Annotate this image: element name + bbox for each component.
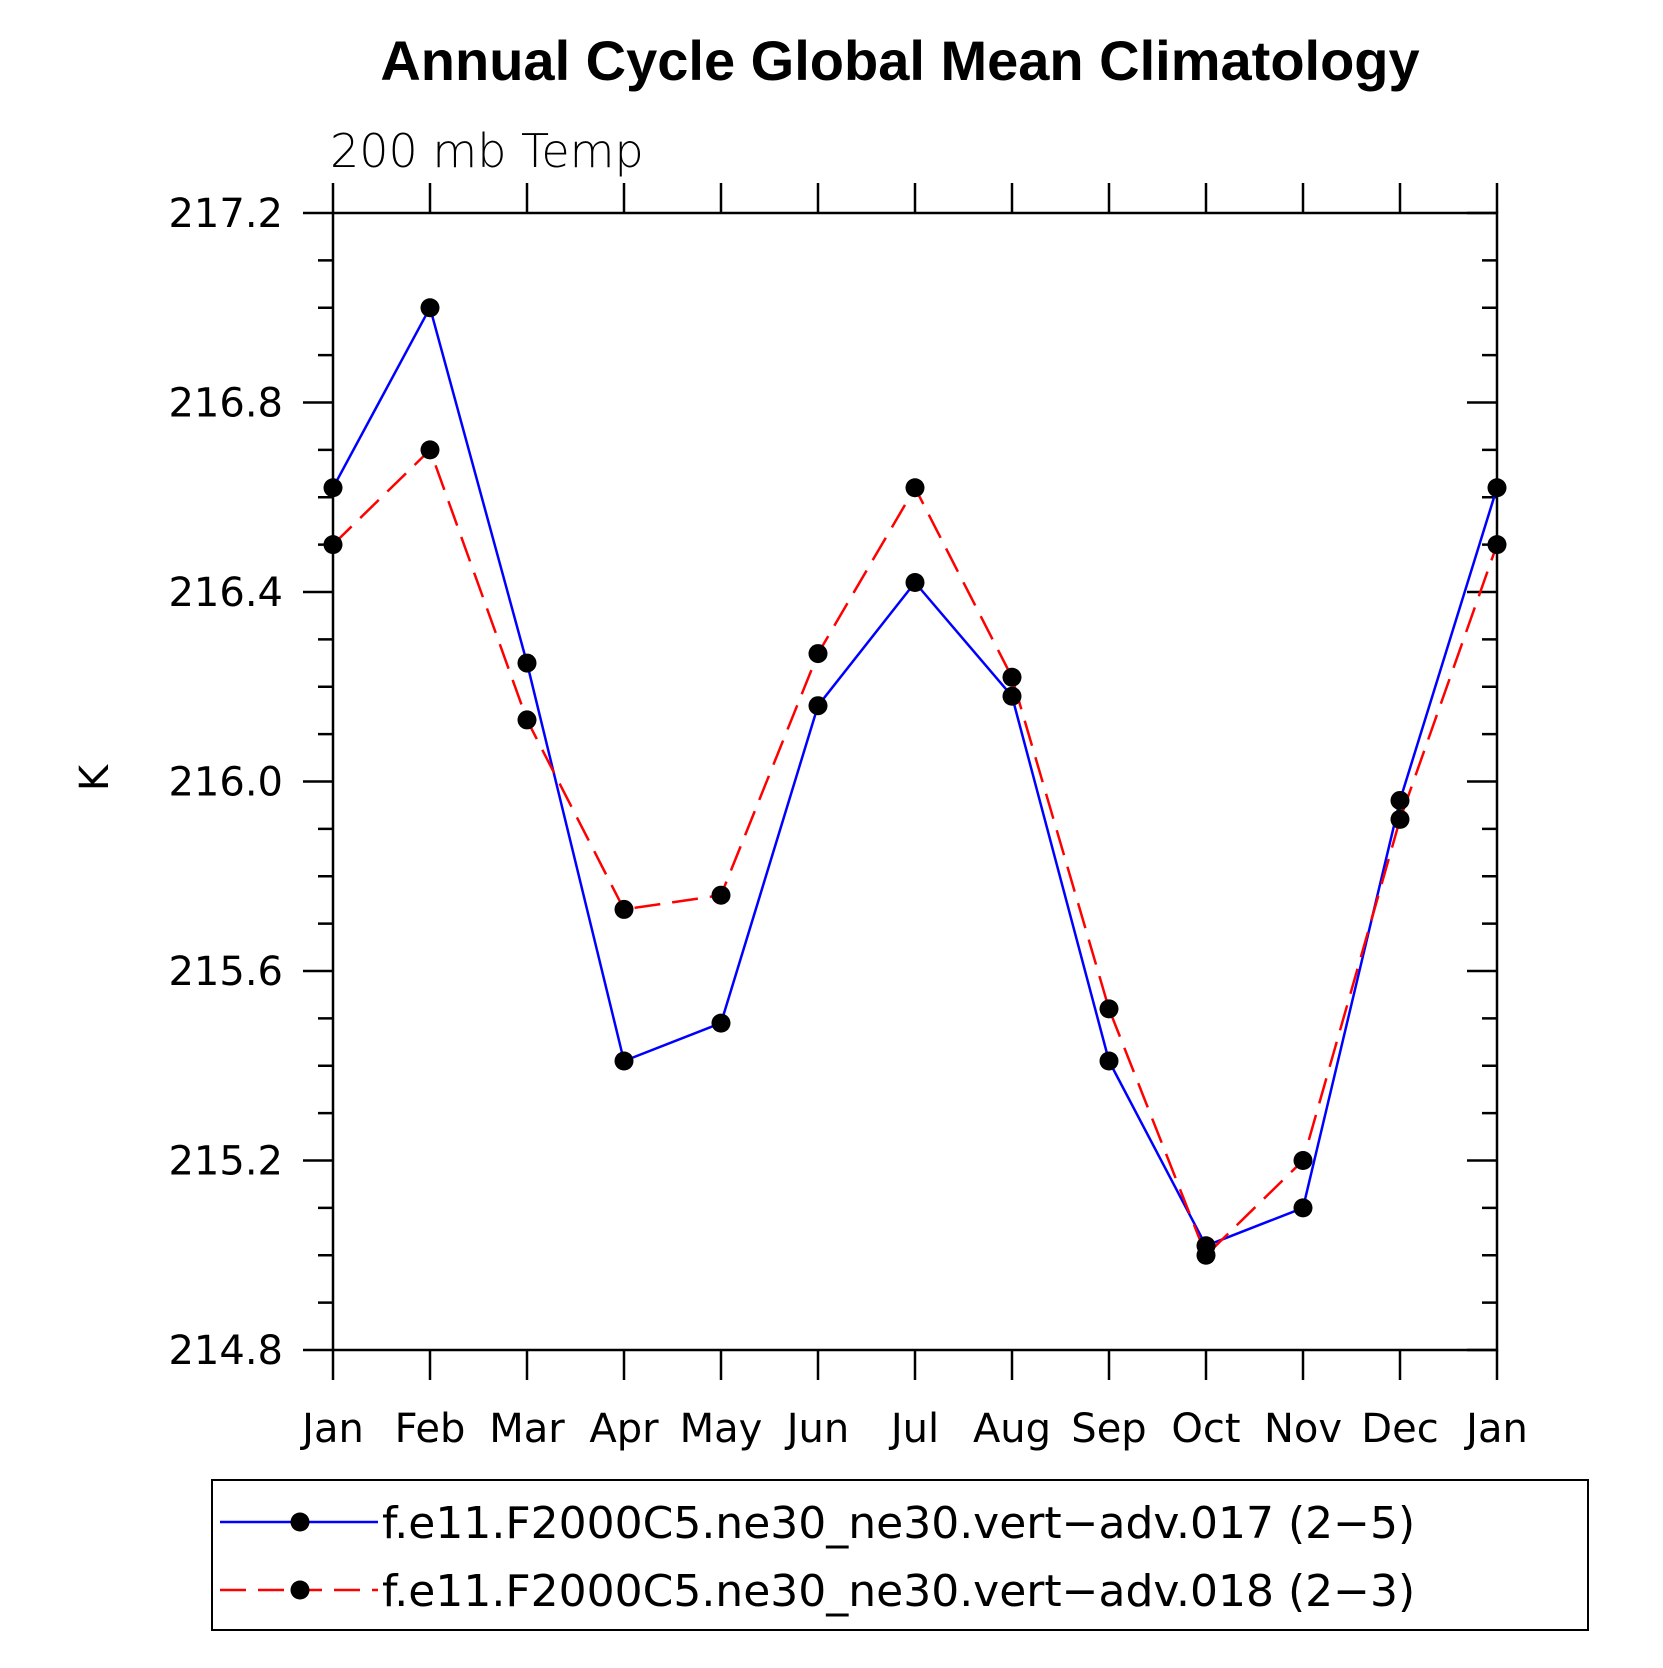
series-2-point — [420, 440, 440, 460]
series-1-point — [711, 1013, 731, 1033]
series-2-point — [517, 710, 537, 730]
chart-title: Annual Cycle Global Mean Climatology — [380, 29, 1419, 92]
y-tick-label: 214.8 — [168, 1328, 283, 1374]
series-2-point — [323, 535, 343, 555]
series-2-point — [808, 644, 828, 664]
legend: f.e11.F2000C5.ne30_ne30.vert−adv.017 (2−… — [211, 1479, 1589, 1631]
x-tick-label: Jul — [888, 1406, 939, 1452]
y-tick-label: 216.8 — [168, 381, 283, 427]
series-2-point — [1099, 999, 1119, 1019]
series-1-point — [808, 696, 828, 716]
series-2-point — [1002, 667, 1022, 687]
x-tick-label: Dec — [1361, 1406, 1438, 1452]
series-1-point — [517, 653, 537, 673]
x-tick-label: May — [680, 1406, 763, 1452]
plot-frame — [331, 211, 1499, 1352]
y-tick-label: 215.6 — [168, 949, 283, 995]
series-line-1 — [331, 306, 1499, 1248]
axes: 214.8 215.2 215.6 216.0 216.4 216.8 217.2 Jan Fe… — [168, 183, 1528, 1452]
series-2-point — [614, 899, 634, 919]
x-tick-label: Aug — [973, 1406, 1051, 1452]
series-2-point — [711, 885, 731, 905]
x-tick-label: Apr — [589, 1406, 659, 1452]
y-tick-label: 216.0 — [168, 760, 283, 806]
series-1-point — [1390, 790, 1410, 810]
series-1-point — [614, 1051, 634, 1071]
y-axis-label: K — [72, 763, 118, 791]
series-2-point — [1390, 809, 1410, 829]
chart-subtitle: 200 mb Temp — [330, 124, 644, 178]
series-1-point — [1293, 1198, 1313, 1218]
series-layer — [323, 298, 1507, 1265]
y-tick-label: 216.4 — [168, 570, 283, 616]
y-tick-label: 215.2 — [168, 1139, 283, 1185]
series-2-point — [1487, 535, 1507, 555]
series-2-point — [905, 478, 925, 498]
x-tick-label: Feb — [395, 1406, 466, 1452]
series-1-point — [905, 573, 925, 593]
x-tick-label: Nov — [1264, 1406, 1342, 1452]
y-tick-label: 217.2 — [168, 191, 283, 237]
legend-marker-2 — [290, 1580, 310, 1600]
legend-box — [211, 1479, 1589, 1631]
x-tick-label: Jan — [1463, 1406, 1528, 1452]
series-2-point — [1196, 1245, 1216, 1265]
legend-label-1: f.e11.F2000C5.ne30_ne30.vert−adv.017 (2−… — [382, 1498, 1415, 1549]
legend-label-2: f.e11.F2000C5.ne30_ne30.vert−adv.018 (2−… — [382, 1566, 1415, 1617]
series-1-point — [420, 298, 440, 318]
series-line-2 — [332, 448, 1499, 1257]
series-1-point — [1002, 686, 1022, 706]
legend-marker-1 — [290, 1512, 310, 1532]
series-1-point — [1487, 478, 1507, 498]
x-tick-label: Mar — [489, 1406, 565, 1452]
series-1-point — [1099, 1051, 1119, 1071]
series-1-point — [323, 478, 343, 498]
series-2-point — [1293, 1151, 1313, 1170]
x-tick-label: Sep — [1071, 1406, 1146, 1452]
x-tick-label: Oct — [1171, 1406, 1240, 1452]
x-tick-label: Jun — [784, 1406, 850, 1452]
x-tick-label: Jan — [299, 1406, 364, 1452]
